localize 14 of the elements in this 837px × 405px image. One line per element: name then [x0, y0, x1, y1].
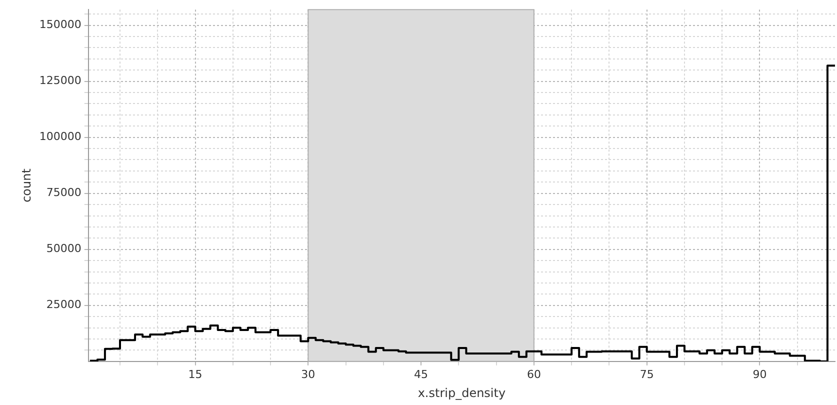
x-tick-label: 75 [640, 368, 654, 381]
x-tick-label: 15 [188, 368, 202, 381]
x-tick-label: 60 [526, 368, 541, 381]
y-axis-title: count [19, 168, 34, 202]
x-tick-label: 45 [414, 368, 428, 381]
y-tick-label: 50000 [46, 242, 82, 256]
y-tick-label: 125000 [39, 74, 82, 88]
x-tick-label: 30 [301, 368, 316, 381]
y-tick-label: 25000 [46, 298, 82, 312]
x-tick-label: 90 [752, 368, 767, 381]
y-tick-label: 100000 [39, 130, 82, 144]
y-tick-label: 75000 [46, 186, 82, 200]
x-axis-title: x.strip_density [418, 386, 506, 400]
y-tick-label: 150000 [39, 18, 82, 32]
